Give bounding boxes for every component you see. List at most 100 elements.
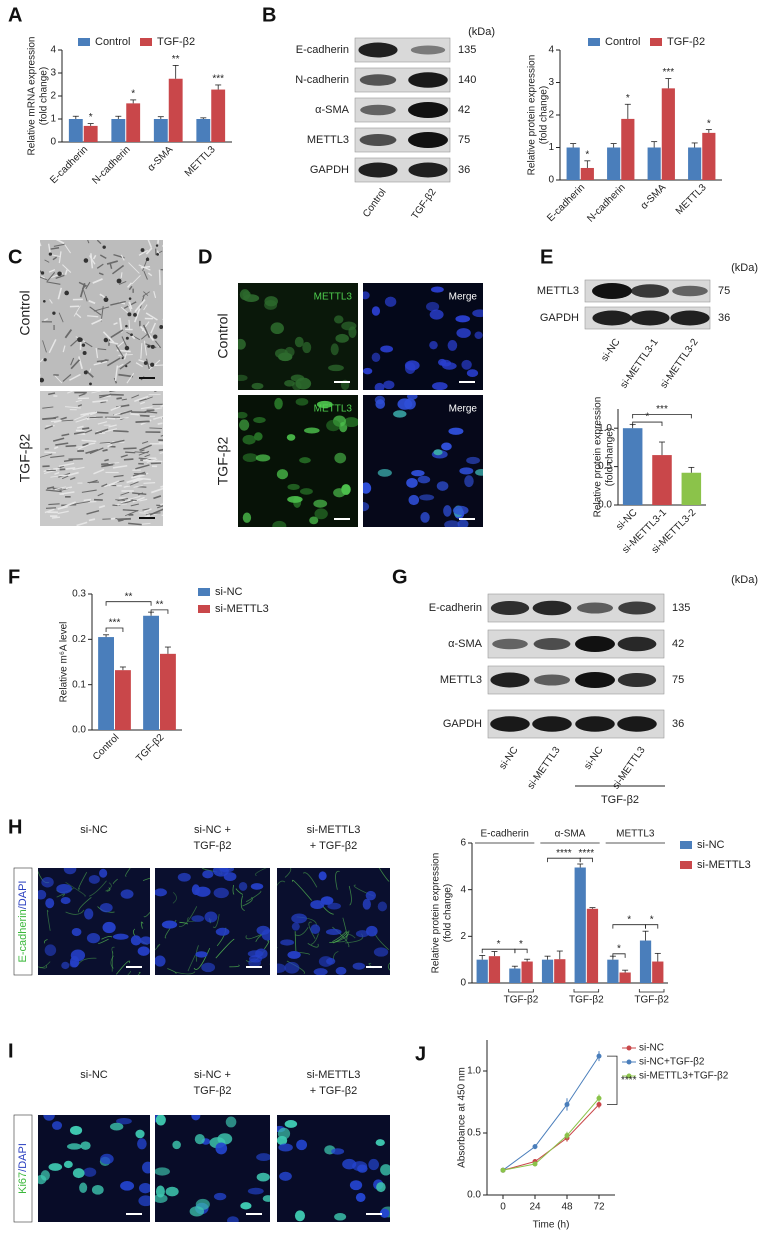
y-tick-label: 0 [460, 978, 466, 989]
lane-label: si-NC [599, 337, 622, 364]
group-label: E-cadherin [480, 829, 528, 840]
lane-label: si-METTL3 [526, 745, 563, 792]
cell-edge [142, 457, 152, 462]
cell-edge [99, 393, 112, 399]
nucleus [238, 374, 248, 382]
nucleus [251, 382, 264, 390]
cell-edge [158, 441, 163, 444]
nucleus [327, 902, 341, 910]
blot-band [672, 285, 708, 297]
cell-edge [147, 272, 153, 277]
cell-edge [145, 396, 153, 400]
category-bracket [508, 989, 534, 993]
cell-edge [142, 324, 151, 339]
y-tick-label: 3 [548, 77, 554, 88]
nucleus [247, 950, 264, 958]
cell-edge [60, 416, 67, 421]
granule [52, 311, 56, 315]
nucleus [69, 960, 79, 968]
nucleus [419, 494, 435, 501]
cell-edge [118, 354, 133, 356]
nucleus [277, 963, 286, 973]
x-tick-label: 72 [593, 1202, 605, 1213]
column-title: si-NC + [194, 1069, 231, 1081]
cell-edge [81, 439, 97, 443]
nucleus [287, 495, 303, 503]
bar [607, 147, 621, 180]
cell-edge [120, 272, 123, 279]
nucleus [420, 512, 430, 523]
nucleus [320, 896, 334, 905]
nucleus [109, 1122, 124, 1131]
nucleus [447, 339, 458, 351]
nucleus [195, 951, 208, 958]
nucleus [335, 333, 349, 343]
nucleus [61, 961, 70, 970]
micrograph-bg [363, 395, 483, 527]
granule [102, 245, 106, 249]
cell-edge [114, 365, 119, 382]
nucleus [296, 1139, 308, 1151]
membrane [39, 961, 51, 969]
bar [622, 428, 643, 505]
cell-edge [53, 467, 60, 470]
x-tick-label: α-SMA [146, 144, 176, 174]
row-label: Control [215, 313, 231, 358]
y-axis-label: Relative protein expression [431, 853, 442, 974]
sig-bracket [514, 948, 528, 954]
cell-edge [40, 358, 44, 363]
nucleus [455, 315, 471, 323]
cell-edge [59, 491, 75, 495]
cell-edge [145, 358, 150, 370]
cell-edge [130, 503, 139, 507]
nucleus [374, 395, 386, 405]
lane-label: si-METTL3-1 [618, 337, 660, 391]
cell-edge [106, 417, 116, 420]
blot-band [617, 673, 657, 687]
x-tick-label: METTL3 [674, 182, 709, 217]
channel-label: Merge [449, 292, 478, 303]
nucleus [366, 925, 378, 937]
membrane [294, 931, 297, 952]
stain-box [13, 867, 33, 976]
bar [160, 653, 176, 730]
cell-edge [113, 429, 129, 433]
granule [121, 357, 124, 360]
blot-band [592, 310, 632, 326]
legend-label: si-NC+TGF-β2 [639, 1057, 705, 1068]
micrograph [38, 868, 150, 975]
point [500, 1167, 506, 1173]
nucleus [371, 306, 381, 316]
cell-edge [75, 417, 90, 423]
x-tick-label: si-NC [614, 507, 639, 532]
membrane [264, 940, 270, 950]
sig-label: * [627, 914, 631, 925]
granule [43, 358, 47, 362]
cell-edge [100, 400, 107, 404]
nucleus [255, 454, 271, 462]
nucleus [155, 1167, 170, 1176]
membrane [284, 868, 292, 878]
bar [143, 615, 159, 730]
nucleus [276, 469, 289, 480]
nucleus [70, 949, 86, 962]
cell-edge [128, 304, 132, 312]
blot-row-label: α-SMA [448, 638, 483, 650]
membrane [307, 943, 319, 948]
micrograph [40, 391, 163, 526]
cell-edge [101, 462, 115, 466]
cell-edge [58, 312, 64, 323]
cell-edge [62, 345, 66, 353]
sig-label: *** [109, 618, 121, 629]
granule [125, 365, 128, 368]
cell-edge [93, 306, 110, 312]
bar [681, 472, 702, 505]
y-axis-label: Relative protein expression [593, 397, 604, 518]
cell-edge [160, 405, 163, 407]
nucleus [161, 920, 178, 929]
blot-kda: 42 [458, 104, 470, 116]
nucleus [130, 935, 142, 946]
y-tick-label: 2 [50, 91, 56, 102]
column-title: si-METTL3 [307, 1069, 361, 1081]
cell-edge [144, 454, 151, 458]
